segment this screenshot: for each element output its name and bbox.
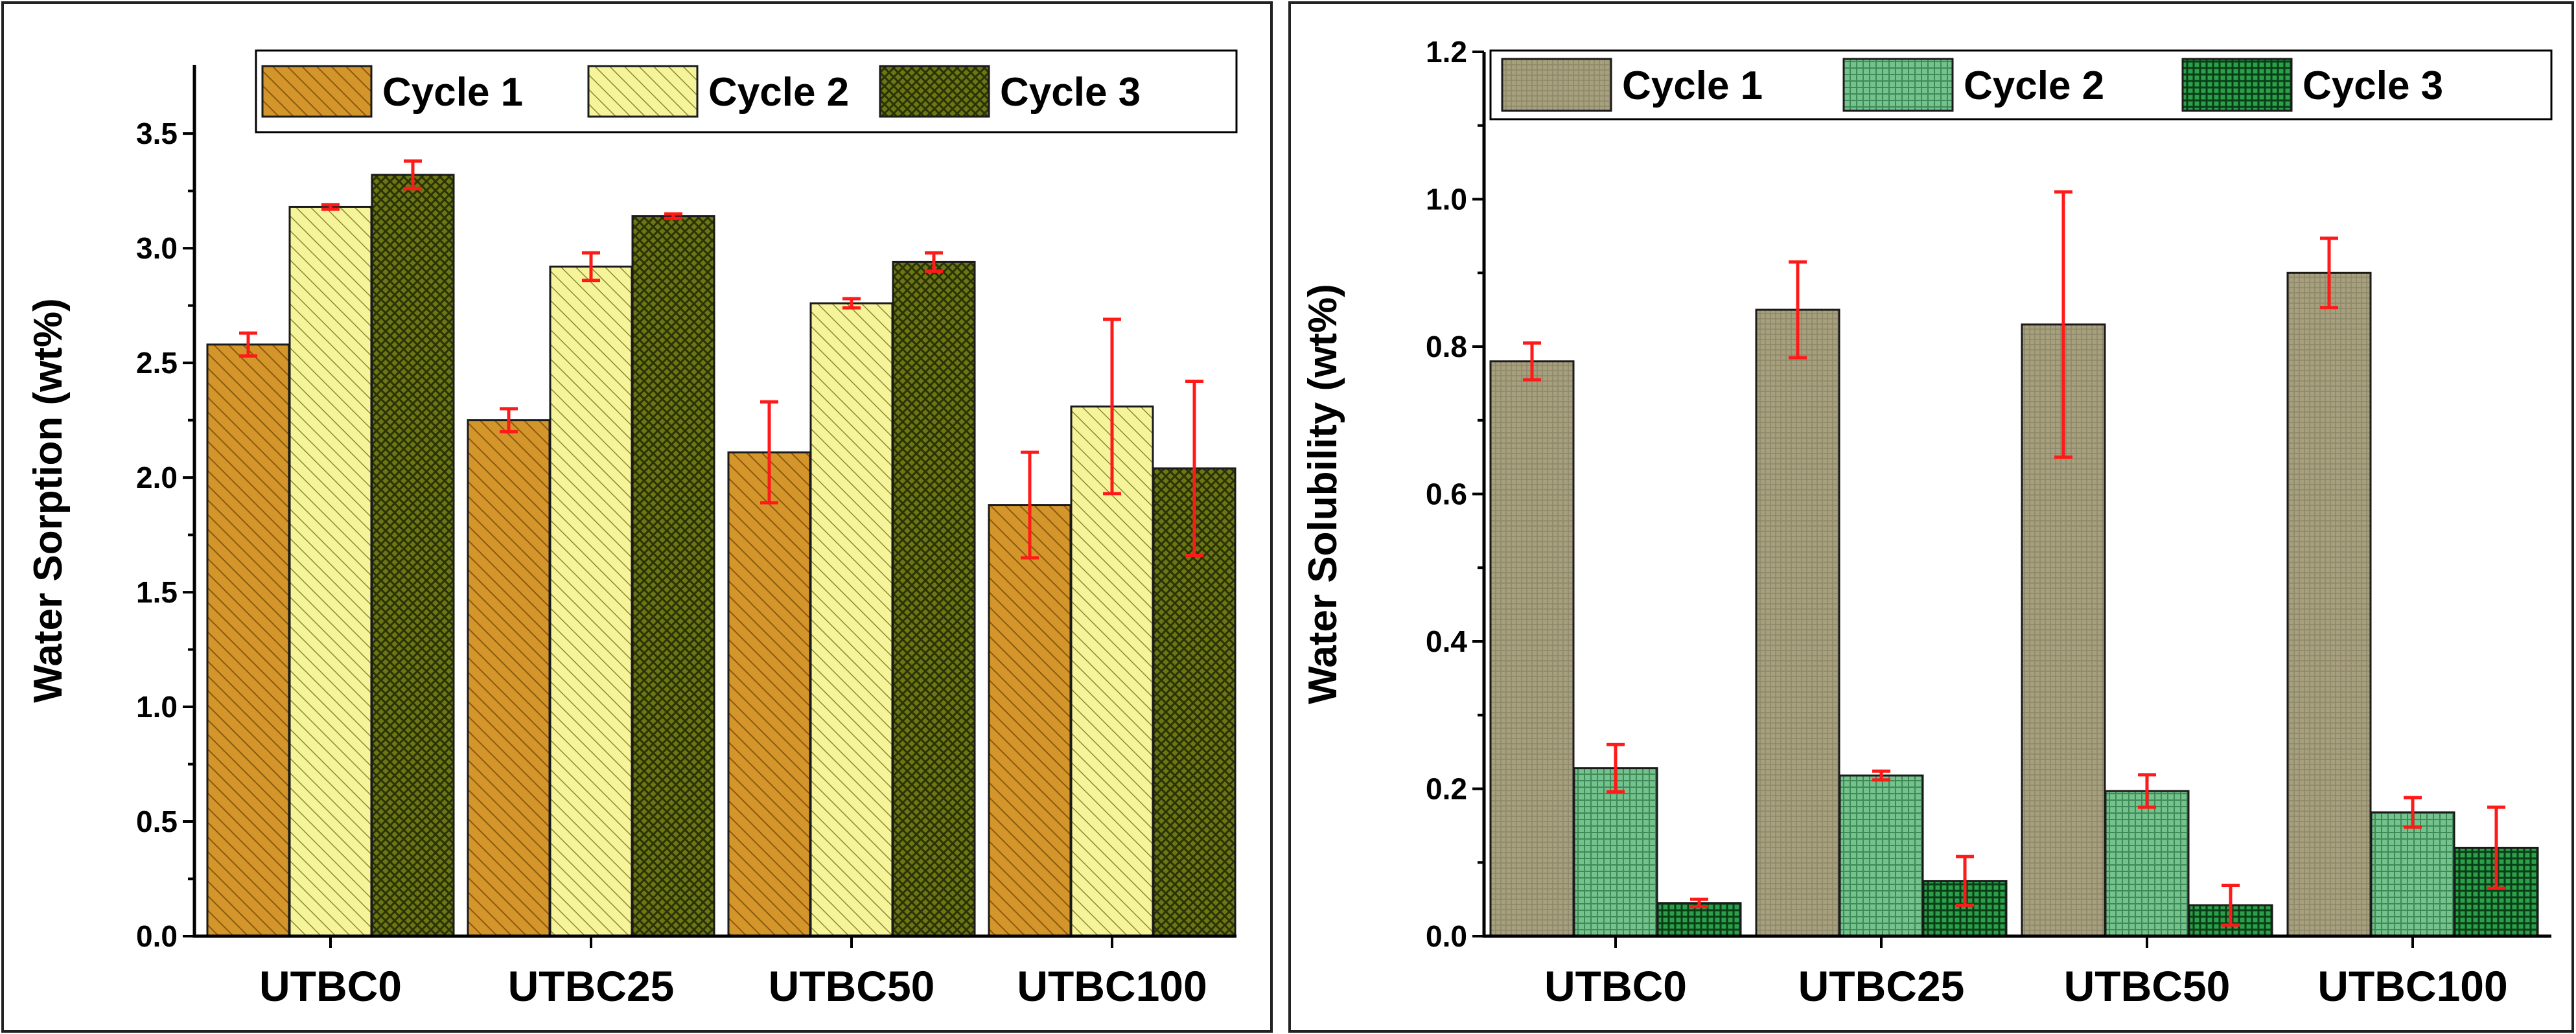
legend-swatch-cycle-1 bbox=[261, 65, 373, 118]
error-bar-utbc100-cycle-3 bbox=[1185, 379, 1203, 557]
category-label: UTBC50 bbox=[2064, 962, 2231, 1010]
error-bar-utbc100-cycle-2 bbox=[2404, 796, 2422, 829]
legend-label-cycle-1: Cycle 1 bbox=[382, 70, 523, 115]
category-label: UTBC25 bbox=[508, 962, 675, 1010]
y-tick-label: 0.5 bbox=[136, 805, 178, 838]
bar-utbc25-cycle-2 bbox=[1839, 774, 1924, 937]
error-bar-utbc50-cycle-1 bbox=[2054, 190, 2072, 459]
water-solubility-chart: 0.0 0.2 0.4 0.6 0.8 1.0 1.2 UTBC0 UTBC25 UTBC50 UT… bbox=[1301, 35, 2553, 1010]
error-bar-utbc0-cycle-3 bbox=[404, 159, 422, 190]
legend: Cycle 1 Cycle 2 Cycle 3 bbox=[1489, 49, 2553, 121]
bar-utbc50-cycle-3 bbox=[892, 260, 976, 937]
legend: Cycle 1 Cycle 2 Cycle 3 bbox=[255, 49, 1238, 133]
y-tick-label: 0.0 bbox=[136, 919, 178, 953]
left-panel-frame bbox=[1, 1, 1273, 1033]
y-tick-label: 1.2 bbox=[1426, 35, 1467, 69]
bar-utbc100-cycle-1 bbox=[2286, 271, 2372, 937]
y-tick-label: 0.4 bbox=[1426, 625, 1467, 658]
y-tick-label: 0.0 bbox=[1426, 919, 1467, 953]
bar-utbc50-cycle-1 bbox=[727, 451, 811, 937]
error-bar-utbc50-cycle-3 bbox=[925, 251, 943, 273]
legend-frame bbox=[1489, 49, 2553, 121]
legend-swatch-cycle-3 bbox=[2181, 58, 2293, 112]
bar-utbc0-cycle-1 bbox=[1489, 360, 1575, 937]
y-tick-label: 0.6 bbox=[1426, 477, 1467, 511]
bar-utbc0-cycle-3 bbox=[371, 174, 455, 937]
y-tick-label: 1.5 bbox=[136, 575, 178, 609]
right-panel-frame bbox=[1288, 1, 2574, 1033]
y-tick-label: 3.0 bbox=[136, 231, 178, 265]
error-bar-utbc100-cycle-1 bbox=[2320, 236, 2338, 310]
error-bar-utbc0-cycle-2 bbox=[321, 203, 340, 211]
y-tick-label: 1.0 bbox=[136, 690, 178, 724]
legend-swatch-cycle-2 bbox=[587, 65, 699, 118]
error-bar-utbc0-cycle-2 bbox=[1607, 742, 1625, 794]
error-bar-utbc100-cycle-1 bbox=[1021, 450, 1039, 560]
error-bar-utbc0-cycle-1 bbox=[239, 331, 257, 358]
error-bar-utbc100-cycle-3 bbox=[2487, 805, 2505, 890]
legend-label-cycle-3: Cycle 3 bbox=[2303, 63, 2443, 108]
y-tick-label: 2.0 bbox=[136, 461, 178, 494]
bar-utbc50-cycle-2 bbox=[2104, 790, 2190, 937]
category-label: UTBC100 bbox=[2317, 962, 2507, 1010]
bar-utbc25-cycle-3 bbox=[631, 215, 715, 937]
legend-swatch-cycle-3 bbox=[879, 65, 990, 118]
bar-utbc50-cycle-2 bbox=[809, 302, 894, 937]
bar-utbc25-cycle-1 bbox=[467, 419, 551, 937]
error-bar-utbc50-cycle-2 bbox=[842, 297, 861, 310]
bar-utbc100-cycle-1 bbox=[988, 504, 1072, 937]
legend-swatch-cycle-1 bbox=[1501, 58, 1612, 112]
legend-frame bbox=[255, 49, 1238, 133]
error-bar-utbc25-cycle-3 bbox=[1956, 855, 1974, 907]
bar-utbc25-cycle-1 bbox=[1755, 308, 1840, 937]
category-label: UTBC50 bbox=[769, 962, 935, 1010]
bar-utbc0-cycle-1 bbox=[206, 343, 290, 937]
y-axis-title: Water Solubility (wt%) bbox=[1301, 284, 1345, 704]
y-tick-label: 1.0 bbox=[1426, 183, 1467, 216]
category-label: UTBC25 bbox=[1798, 962, 1965, 1010]
error-bar-utbc25-cycle-3 bbox=[664, 212, 682, 220]
error-bar-utbc25-cycle-1 bbox=[1789, 260, 1807, 360]
legend-swatch-cycle-2 bbox=[1842, 58, 1954, 112]
bar-utbc0-cycle-2 bbox=[288, 205, 373, 937]
category-label: UTBC100 bbox=[1017, 962, 1207, 1010]
category-label: UTBC0 bbox=[1544, 962, 1687, 1010]
error-bar-utbc0-cycle-1 bbox=[1523, 341, 1541, 382]
bar-utbc100-cycle-2 bbox=[2370, 811, 2455, 937]
legend-label-cycle-2: Cycle 2 bbox=[1964, 63, 2104, 108]
y-tick-label: 2.5 bbox=[136, 346, 178, 380]
water-sorption-chart: 0.0 0.5 1.0 1.5 2.0 2.5 3.0 3.5 UTBC0 UTBC25 UTBC5… bbox=[26, 49, 1238, 1010]
bar-utbc0-cycle-2 bbox=[1573, 767, 1658, 937]
y-axis-title: Water Sorption (wt%) bbox=[26, 298, 71, 703]
error-bar-utbc25-cycle-2 bbox=[582, 251, 600, 282]
error-bar-utbc50-cycle-2 bbox=[2138, 773, 2156, 809]
error-bar-utbc25-cycle-1 bbox=[500, 407, 518, 433]
error-bar-utbc100-cycle-2 bbox=[1103, 317, 1121, 496]
y-tick-label: 3.5 bbox=[136, 117, 178, 150]
error-bar-utbc25-cycle-2 bbox=[1872, 769, 1890, 782]
error-bar-utbc50-cycle-1 bbox=[760, 400, 778, 505]
bar-utbc25-cycle-2 bbox=[549, 265, 633, 937]
error-bar-utbc50-cycle-3 bbox=[2222, 884, 2240, 927]
legend-label-cycle-2: Cycle 2 bbox=[708, 70, 849, 115]
error-bar-utbc0-cycle-3 bbox=[1690, 897, 1708, 908]
y-tick-label: 0.2 bbox=[1426, 772, 1467, 806]
legend-label-cycle-3: Cycle 3 bbox=[1000, 70, 1141, 115]
y-tick-label: 0.8 bbox=[1426, 330, 1467, 363]
category-label: UTBC0 bbox=[259, 962, 402, 1010]
legend-label-cycle-1: Cycle 1 bbox=[1622, 63, 1763, 108]
